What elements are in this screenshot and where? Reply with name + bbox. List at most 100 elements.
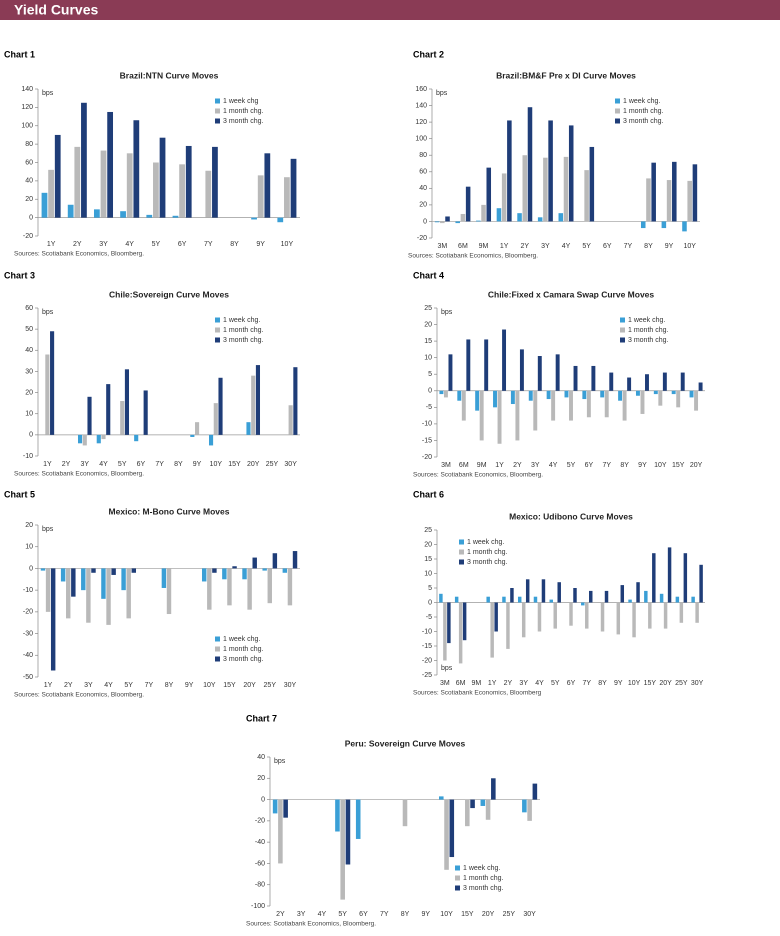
y-axis-label: bps (42, 90, 54, 97)
chart-title: Mexico: M-Bono Curve Moves (109, 506, 230, 516)
bar (502, 329, 507, 391)
bar (676, 390, 681, 408)
y-axis-label: bps (42, 526, 54, 533)
bar (45, 354, 50, 435)
x-tick-label: 15Y (672, 462, 685, 469)
legend-label: 3 month chg. (463, 885, 504, 892)
bar (537, 356, 542, 391)
x-tick-label: 7Y (624, 243, 633, 250)
bar (153, 162, 159, 218)
bar (485, 799, 491, 820)
bar (355, 799, 361, 839)
bar (658, 390, 663, 406)
legend-label: 3 month chg. (628, 337, 669, 344)
bar (438, 796, 444, 800)
bar (172, 215, 179, 218)
bar (146, 214, 153, 218)
bar (584, 170, 589, 222)
chart-label: Chart 7 (246, 713, 277, 723)
y-tick-label: 120 (21, 104, 33, 111)
x-tick-label: 25Y (264, 682, 277, 689)
bar (345, 799, 351, 865)
bar (247, 568, 252, 610)
bar (527, 799, 532, 821)
x-tick-label: 10Y (628, 680, 641, 687)
bar (166, 568, 172, 615)
bar (646, 178, 651, 222)
bar (480, 799, 486, 806)
bar (461, 390, 466, 421)
bar (682, 221, 687, 232)
y-tick-label: 0 (423, 218, 427, 225)
bar (161, 568, 167, 588)
bar (522, 155, 528, 222)
bar (126, 568, 131, 619)
x-tick-label: 20Y (659, 680, 672, 687)
y-tick-label: -25 (422, 672, 432, 679)
x-tick-label: 4Y (99, 461, 108, 468)
x-tick-label: 15Y (223, 682, 236, 689)
bar (447, 602, 451, 644)
bar (81, 102, 87, 218)
bar (491, 778, 496, 800)
bar (569, 602, 573, 626)
legend-swatch (215, 327, 220, 333)
legend-swatch (615, 98, 620, 104)
bar (627, 377, 632, 391)
bar (159, 137, 166, 218)
y-tick-label: -50 (23, 674, 33, 681)
x-tick-label: 3M (437, 243, 447, 250)
x-tick-label: 6Y (137, 461, 146, 468)
bar (679, 602, 684, 623)
bar (589, 146, 595, 222)
bar (632, 602, 636, 638)
y-tick-label: 20 (25, 522, 33, 529)
bar (604, 390, 609, 418)
bar (549, 599, 553, 603)
x-tick-label: 7Y (582, 680, 591, 687)
x-tick-label: 20Y (482, 911, 495, 918)
x-tick-label: 6Y (585, 462, 594, 469)
bar (692, 164, 698, 222)
x-tick-label: 2Y (276, 911, 285, 918)
bar (644, 590, 648, 603)
bar (465, 799, 470, 827)
y-tick-label: 0 (29, 214, 33, 221)
y-tick-label: -5 (426, 614, 432, 621)
bar (264, 153, 271, 218)
bar (591, 365, 596, 391)
y-tick-label: 0 (428, 599, 432, 606)
x-tick-label: 9Y (421, 911, 430, 918)
y-tick-label: -100 (251, 903, 265, 910)
bar (111, 568, 116, 575)
x-tick-label: 8Y (165, 682, 174, 689)
bar (340, 799, 345, 900)
source: Sources: Scotiabank Economics, Bloomberg… (14, 251, 144, 258)
x-tick-label: 3M (441, 462, 451, 469)
y-tick-label: -30 (23, 630, 33, 637)
chart-label: Chart 5 (4, 489, 35, 499)
x-tick-label: 5Y (551, 680, 560, 687)
bar (449, 799, 455, 858)
x-tick-label: 30Y (523, 911, 536, 918)
bar (284, 177, 290, 218)
y-tick-label: 20 (25, 196, 33, 203)
bar (586, 390, 591, 418)
bar (143, 390, 148, 435)
legend-label: 1 week chg (223, 98, 259, 105)
legend-swatch (459, 549, 464, 555)
chart-title: Brazil:BM&F Pre x DI Curve Moves (496, 70, 636, 80)
x-tick-label: 5Y (582, 243, 591, 250)
bar (501, 173, 507, 222)
legend-swatch (455, 885, 460, 891)
legend-label: 1 week chg. (223, 317, 260, 324)
bar (622, 390, 627, 421)
bar (439, 593, 443, 603)
legend-swatch (455, 875, 460, 881)
bar (616, 602, 621, 635)
legend-swatch (620, 327, 625, 333)
bar (106, 568, 111, 625)
x-tick-label: 1Y (47, 241, 56, 248)
legend-swatch (459, 539, 464, 545)
x-tick-label: 4Y (549, 462, 558, 469)
